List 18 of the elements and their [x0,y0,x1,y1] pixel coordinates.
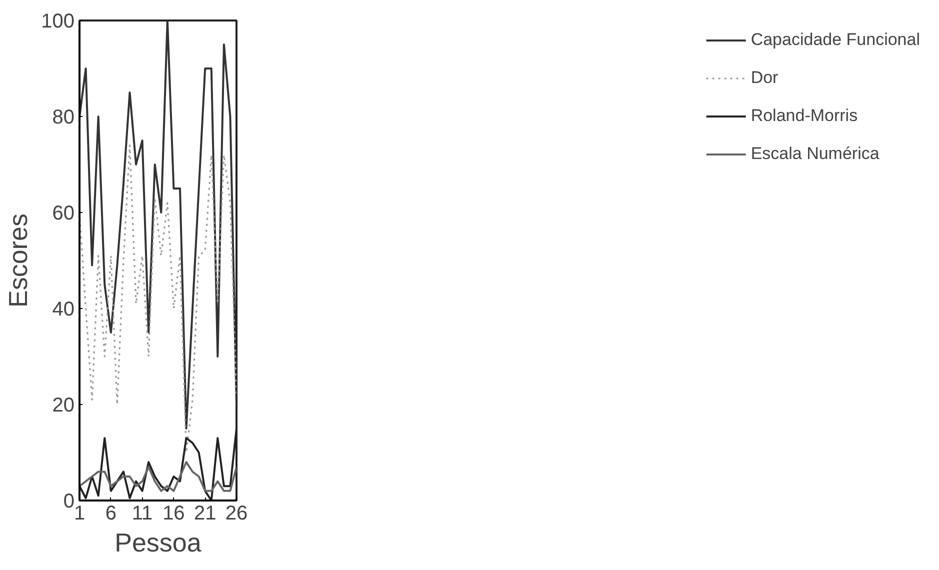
legend-label: Dor [750,68,778,88]
x-tick-label: 1 [74,502,86,524]
x-tick-label: 11 [132,502,153,524]
y-tick-label: 80 [52,106,75,128]
y-tick-label: 20 [52,394,75,416]
x-axis-title: Pessoa [114,528,202,558]
x-tick-label: 21 [194,502,216,524]
legend-label: Escala Numérica [750,144,880,164]
y-tick-label: 100 [41,10,75,32]
y-tick-label: 0 [63,490,74,512]
x-tick-label: 6 [105,502,116,524]
y-tick-label: 60 [52,202,75,224]
legend-label: Roland-Morris [750,106,858,126]
x-tick-label: 26 [225,502,248,524]
x-tick-label: 16 [162,502,185,524]
legend-label: Capacidade Funcional [750,30,920,50]
y-tick-label: 40 [52,298,75,320]
y-axis-title: Escores [3,214,34,308]
